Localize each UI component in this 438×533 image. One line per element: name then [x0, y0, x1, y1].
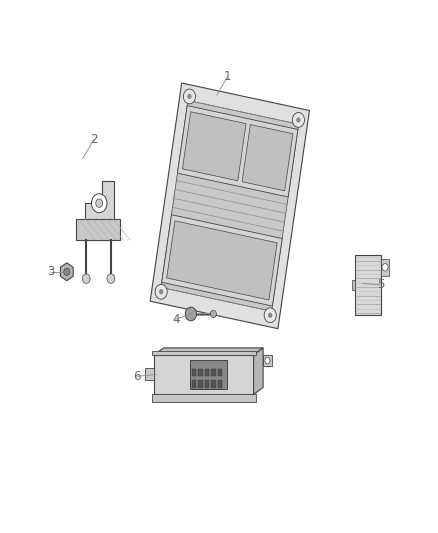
Circle shape — [187, 94, 191, 99]
Text: 6: 6 — [133, 370, 141, 383]
Bar — [192, 368, 196, 376]
Bar — [205, 380, 209, 387]
Polygon shape — [162, 215, 282, 306]
Bar — [355, 255, 381, 316]
Circle shape — [210, 310, 216, 318]
Circle shape — [92, 193, 107, 213]
Polygon shape — [60, 263, 73, 281]
Bar — [212, 368, 216, 376]
Circle shape — [268, 312, 272, 318]
Polygon shape — [85, 181, 114, 240]
Circle shape — [185, 307, 197, 321]
Circle shape — [293, 112, 304, 127]
Polygon shape — [242, 125, 293, 191]
Circle shape — [159, 289, 163, 294]
Text: 3: 3 — [48, 265, 55, 278]
Bar — [145, 368, 154, 380]
Polygon shape — [183, 112, 246, 181]
Text: 5: 5 — [378, 278, 385, 292]
Text: 2: 2 — [90, 133, 97, 147]
Bar — [190, 360, 226, 389]
Polygon shape — [150, 83, 310, 329]
Bar — [152, 394, 256, 402]
Circle shape — [184, 89, 195, 104]
Bar — [263, 355, 272, 367]
Bar — [352, 280, 355, 290]
Bar — [212, 380, 216, 387]
Text: 1: 1 — [224, 70, 231, 83]
Circle shape — [382, 264, 388, 271]
Circle shape — [107, 274, 115, 284]
Bar — [218, 380, 222, 387]
Polygon shape — [154, 348, 263, 355]
Circle shape — [96, 199, 102, 207]
Polygon shape — [254, 348, 263, 394]
Polygon shape — [177, 106, 298, 197]
Polygon shape — [167, 221, 277, 300]
Bar — [154, 355, 254, 394]
Polygon shape — [161, 100, 299, 311]
Bar — [152, 351, 256, 355]
Bar — [198, 368, 203, 376]
Text: 4: 4 — [172, 313, 180, 326]
Bar — [198, 380, 203, 387]
Polygon shape — [76, 219, 120, 240]
Circle shape — [82, 274, 90, 284]
Bar — [192, 380, 196, 387]
Circle shape — [64, 268, 70, 276]
Bar — [205, 368, 209, 376]
Circle shape — [264, 308, 276, 322]
Bar — [218, 368, 222, 376]
Circle shape — [155, 285, 167, 299]
Circle shape — [296, 117, 300, 123]
Bar — [381, 259, 389, 276]
Circle shape — [265, 358, 270, 364]
